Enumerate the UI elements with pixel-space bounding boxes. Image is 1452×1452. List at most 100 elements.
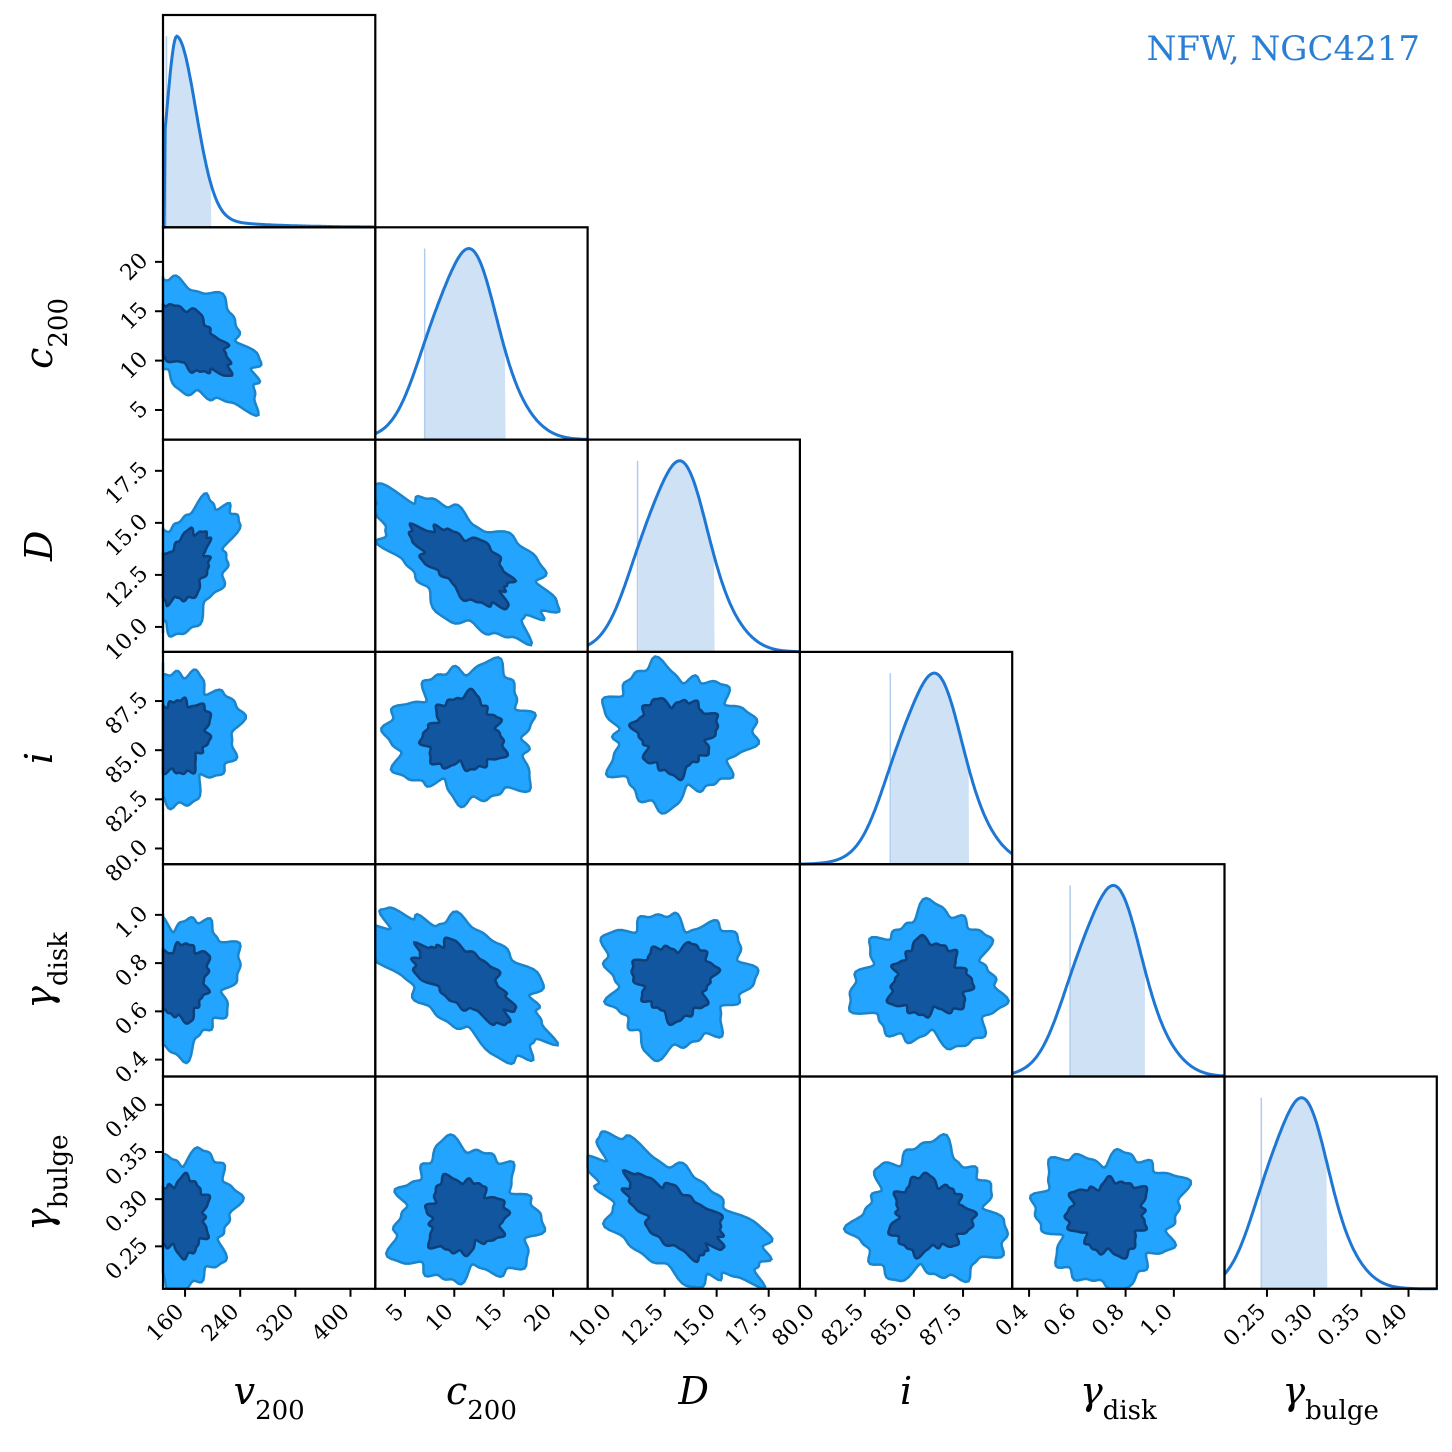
- y-tick-label: 0.6: [111, 998, 153, 1040]
- kde-interval-v200: [167, 36, 212, 228]
- kde-interval-i: [891, 673, 969, 865]
- y-tick-label: 1.0: [111, 901, 153, 943]
- joint-panel-c200-D: [374, 438, 589, 654]
- y-tick-label: 0.30: [101, 1186, 153, 1238]
- x-tick-label: 82.5: [817, 1299, 869, 1351]
- contour-inner: [407, 522, 518, 611]
- joint-panel-v200-i: [161, 650, 377, 866]
- kde-interval-c200: [425, 248, 506, 440]
- y-tick-label: 0.40: [101, 1091, 153, 1143]
- x-axis-label-sub: disk: [1103, 1396, 1157, 1426]
- joint-panel-i-gbulge: [798, 1075, 1014, 1290]
- y-axis-label-D: D: [17, 531, 61, 562]
- kde-interval-D: [638, 460, 715, 652]
- contour-inner: [627, 696, 720, 782]
- kde-interval-gdisk: [1070, 885, 1145, 1077]
- x-tick-label: 0.40: [1360, 1299, 1412, 1351]
- y-tick-label: 12.5: [101, 561, 153, 613]
- kde-line-c200: [374, 246, 588, 441]
- panels: [161, 13, 1438, 1291]
- x-tick-label: 0.6: [1039, 1299, 1081, 1341]
- x-tick-label: 17.5: [721, 1299, 773, 1351]
- joint-panel-gdisk-gbulge: [1011, 1075, 1226, 1291]
- yaxis-D: 10.012.515.017.5 D: [17, 457, 163, 666]
- y-axis-label-i: i: [17, 752, 61, 764]
- x-tick-label: 10.0: [565, 1299, 617, 1351]
- contour-inner: [630, 940, 722, 1027]
- y-tick-label: 17.5: [101, 457, 153, 509]
- x-tick-label: 10: [421, 1299, 458, 1336]
- joint-panel-c200-gbulge: [374, 1075, 589, 1290]
- y-tick-label: 5: [126, 397, 154, 425]
- x-tick-label: 0.4: [991, 1299, 1033, 1341]
- contour-inner: [417, 687, 510, 773]
- joint-panel-v200-c200: [161, 226, 377, 441]
- y-tick-label: 0.25: [101, 1233, 153, 1285]
- contour-inner: [1063, 1174, 1149, 1260]
- kde-line-i: [799, 671, 1014, 866]
- x-axis-label-sub: 200: [467, 1396, 517, 1426]
- y-tick-label: 20: [116, 248, 153, 285]
- joint-panel-D-gbulge: [586, 1075, 801, 1291]
- x-tick-label: 12.5: [617, 1299, 669, 1351]
- joint-panel-D-gdisk: [586, 863, 801, 1078]
- x-tick-label: 20: [520, 1299, 557, 1336]
- diag-panel-gdisk: [1011, 863, 1226, 1078]
- diag-panel-gbulge: [1223, 1075, 1438, 1291]
- x-tick-label: 15.0: [669, 1299, 721, 1351]
- y-tick-label: 80.0: [101, 835, 153, 887]
- x-axis-label-i: i: [900, 1369, 912, 1413]
- y-tick-label: 15.0: [101, 509, 153, 561]
- x-axis-label-D: D: [678, 1369, 709, 1413]
- x-tick-label: 5: [382, 1299, 410, 1327]
- x-tick-label: 0.25: [1219, 1299, 1271, 1351]
- joint-panel-v200-gdisk: [161, 863, 377, 1078]
- y-tick-label: 85.0: [101, 737, 153, 789]
- xaxis-D: 10.0 12.5 15.0 17.5 D: [565, 1288, 773, 1413]
- y-tick-label: 10: [116, 347, 153, 384]
- kde-line-gdisk: [1011, 883, 1225, 1078]
- yaxis-gdisk: 0.4 0.6 0.8 1.0 γdisk: [17, 901, 163, 1089]
- y-tick-label: 0.8: [111, 950, 153, 992]
- kde-line-D: [586, 459, 800, 654]
- diag-panel-i: [798, 650, 1014, 866]
- contour-inner: [885, 933, 976, 1019]
- x-axis-label-c200: c200: [446, 1369, 517, 1426]
- y-tick-label: 0.4: [111, 1046, 153, 1088]
- y-tick-label: 0.35: [101, 1139, 153, 1191]
- x-tick-label: 400: [307, 1299, 354, 1346]
- kde-interval-gbulge: [1261, 1097, 1328, 1289]
- y-axis-label-gdisk: γdisk: [17, 932, 74, 1009]
- x-tick-label: 160: [142, 1299, 189, 1346]
- x-axis-label-sub: 200: [255, 1396, 305, 1426]
- joint-panel-i-gdisk: [798, 863, 1014, 1078]
- y-axis-label-gbulge: γbulge: [17, 1134, 74, 1230]
- y-axis-label-sub: disk: [44, 932, 74, 986]
- x-tick-label: 15: [470, 1299, 507, 1336]
- joint-panel-D-i: [586, 650, 801, 866]
- joint-panel-v200-D: [161, 438, 377, 654]
- x-tick-label: 0.30: [1266, 1299, 1318, 1351]
- x-axis-label-gbulge: γbulge: [1282, 1369, 1378, 1426]
- diag-panel-v200: [161, 13, 377, 229]
- xaxis-i: 80.082.585.087.5i: [768, 1288, 967, 1413]
- x-axis-label-sub: bulge: [1305, 1396, 1379, 1426]
- joint-panel-v200-gbulge: [161, 1075, 377, 1291]
- yaxis-gbulge: 0.250.300.350.40 γbulge: [17, 1091, 163, 1285]
- diag-panel-D: [586, 438, 801, 654]
- x-tick-label: 0.35: [1313, 1299, 1365, 1351]
- x-tick-label: 80.0: [768, 1299, 820, 1351]
- contour-inner: [409, 936, 518, 1027]
- x-tick-label: 1.0: [1136, 1299, 1178, 1341]
- plot-title: NFW, NGC4217: [1147, 29, 1420, 69]
- contour-inner: [423, 1172, 512, 1258]
- yaxis-c200: 5 10 15 20 c200: [17, 248, 163, 424]
- y-tick-label: 10.0: [101, 613, 153, 665]
- xaxis-gbulge: 0.250.300.350.40 γbulge: [1219, 1288, 1413, 1426]
- diag-panel-c200: [374, 226, 589, 441]
- x-tick-label: 240: [197, 1299, 244, 1346]
- y-axis-label-c200: c200: [17, 298, 74, 369]
